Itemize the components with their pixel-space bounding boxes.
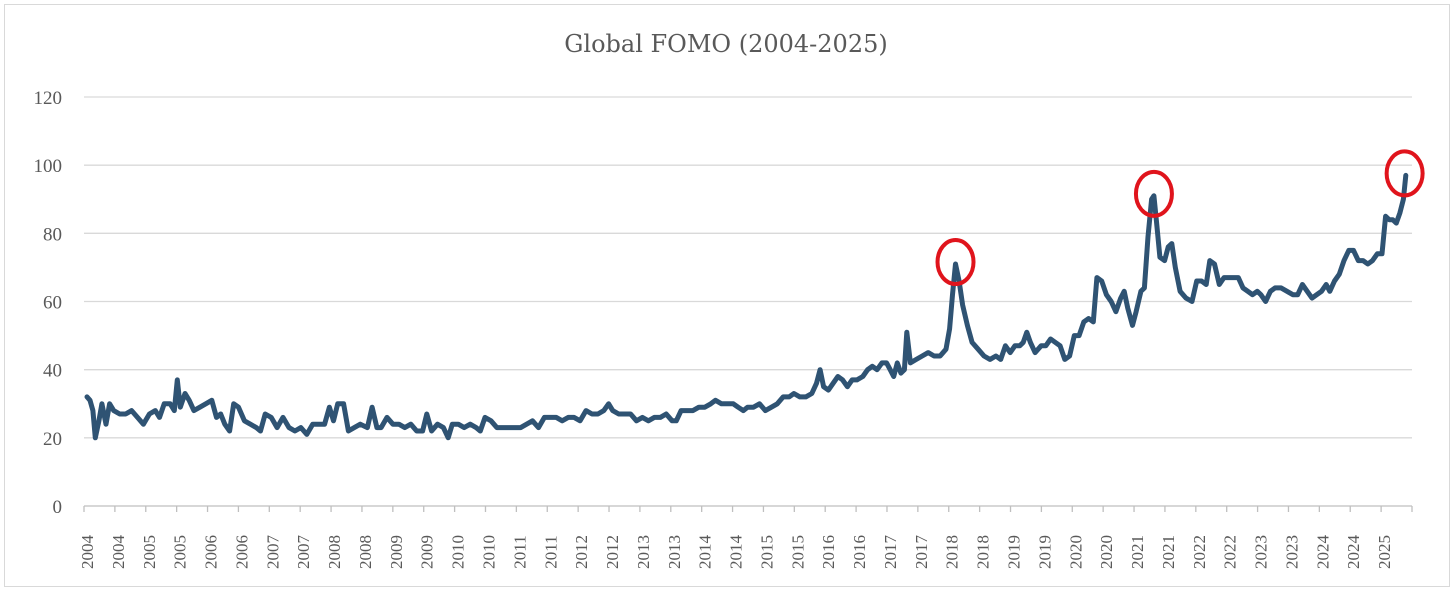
y-tick-label: 40 [43,361,62,382]
peak-highlight-circle [1133,169,1174,218]
x-tick-label: 2015 [757,535,776,569]
y-tick-label: 80 [43,224,62,245]
x-tick-label: 2009 [418,535,437,569]
x-tick-label: 2017 [881,535,900,570]
x-tick-label: 2024 [1344,535,1363,570]
x-tick-label: 2023 [1252,535,1271,569]
chart-frame [4,4,1450,587]
x-tick-label: 2011 [541,535,560,568]
x-axis [83,505,1413,512]
x-tick-label: 2006 [232,535,251,569]
x-tick-label: 2005 [140,535,159,569]
x-tick-label: 2006 [202,535,221,569]
x-tick-label: 2013 [634,535,653,569]
x-tick-label: 2022 [1221,535,1240,569]
x-tick-label: 2008 [356,535,375,569]
y-tick-label: 120 [34,88,63,109]
x-tick-label: 2015 [788,535,807,569]
x-tick-label: 2016 [850,535,869,569]
x-tick-label: 2014 [727,535,746,570]
x-tick-label: 2012 [572,535,591,569]
x-tick-label: 2017 [912,535,931,570]
series-line [84,172,1409,441]
x-tick-label: 2004 [109,535,128,570]
x-tick-label: 2025 [1375,535,1394,569]
x-tick-label: 2009 [387,535,406,569]
x-tick-label: 2008 [325,535,344,569]
y-tick-label: 60 [43,293,62,314]
peak-highlight-circle [935,238,976,287]
y-tick-label: 0 [53,497,63,518]
x-tick-label: 2020 [1066,535,1085,569]
chart-title: Global FOMO (2004-2025) [564,30,887,58]
series-group [84,172,1409,441]
x-tick-label: 2005 [171,535,190,569]
peak-highlights [935,149,1425,287]
x-tick-label: 2021 [1128,535,1147,569]
x-tick-label: 2007 [294,535,313,570]
x-tick-label: 2004 [78,535,97,570]
x-tick-label: 2018 [943,535,962,569]
y-tick-label: 100 [34,156,63,177]
x-tick-label: 2012 [603,535,622,569]
x-tick-label: 2019 [1005,535,1024,569]
x-tick-label: 2021 [1159,535,1178,569]
x-tick-label: 2011 [510,535,529,568]
y-axis-tick-labels: 0 20 40 60 80 100 120 [34,88,63,518]
x-tick-label: 2020 [1097,535,1116,569]
x-tick-label: 2018 [974,535,993,569]
x-tick-label: 2013 [665,535,684,569]
x-tick-label: 2024 [1313,535,1332,570]
x-axis-tick-labels: 2004 2004 2005 2005 2006 2006 2007 2007 2008 2008… [78,535,1394,570]
peak-highlight-circle [1384,149,1425,198]
x-tick-label: 2023 [1282,535,1301,569]
x-tick-label: 2010 [449,535,468,569]
x-tick-label: 2022 [1190,535,1209,569]
gridlines [84,96,1412,439]
x-tick-label: 2014 [696,535,715,570]
y-tick-label: 20 [43,429,62,450]
x-tick-label: 2016 [819,535,838,569]
x-tick-label: 2007 [263,535,282,570]
x-tick-label: 2010 [479,535,498,569]
x-tick-label: 2019 [1035,535,1054,569]
